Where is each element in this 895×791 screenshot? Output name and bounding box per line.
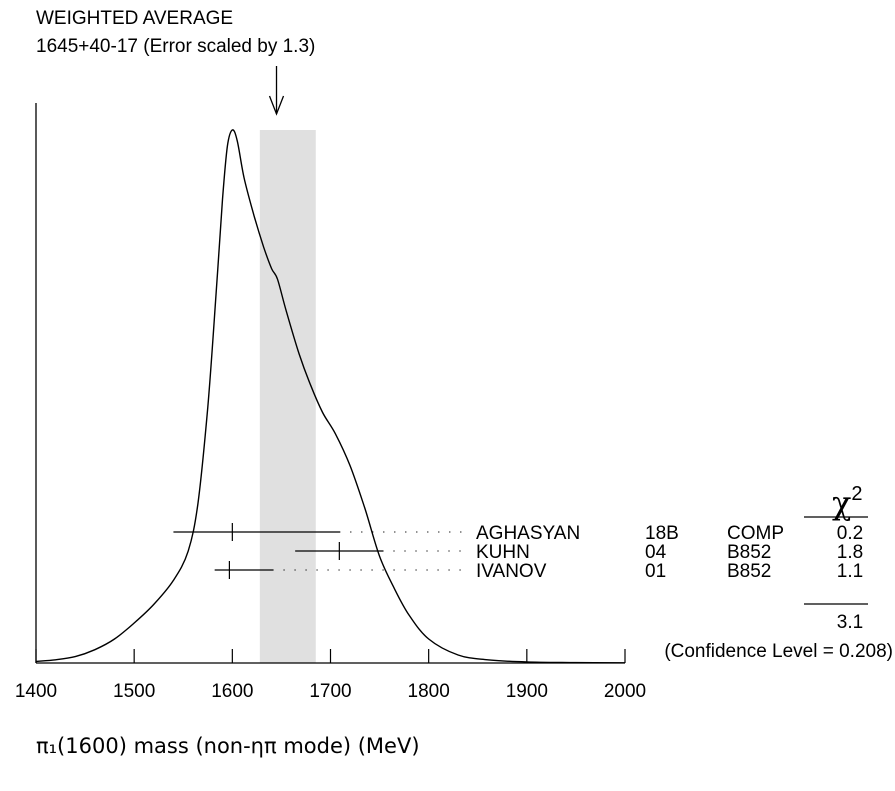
average-arrow	[268, 66, 285, 116]
ideogram-curve	[35, 129, 626, 664]
x-tick-label: 1600	[211, 681, 253, 702]
measurement-year: 18B	[645, 523, 679, 544]
x-tick-label: 1800	[408, 681, 450, 702]
measurement-name: IVANOV	[476, 561, 547, 582]
measurement-row: AGHASYAN 18B COMP 0.2	[173, 523, 863, 544]
header-average-value: 1645+40-17 (Error scaled by 1.3)	[36, 36, 315, 57]
chi2-total: 3.1	[837, 612, 863, 633]
measurement-chi2: 1.8	[837, 542, 863, 563]
measurement-row: KUHN 04 B852 1.8	[295, 542, 863, 563]
chi2-header: χ2	[832, 483, 863, 522]
x-axis-title: π₁(1600) mass (non-ηπ mode) (MeV)	[36, 734, 420, 758]
measurement-chi2: 0.2	[837, 523, 863, 544]
measurement-experiment: COMP	[727, 523, 784, 544]
weighted-average-band	[259, 130, 316, 663]
measurement-experiment: B852	[727, 561, 771, 582]
measurement-chi2: 1.1	[837, 561, 863, 582]
measurement-row: IVANOV 01 B852 1.1	[214, 561, 863, 582]
x-tick-label: 1700	[309, 681, 351, 702]
confidence-level: (Confidence Level = 0.208)	[664, 641, 893, 662]
x-tick-label: 1900	[506, 681, 548, 702]
measurement-name: AGHASYAN	[476, 523, 580, 544]
x-tick-label: 1500	[113, 681, 155, 702]
x-tick-label: 1400	[15, 681, 57, 702]
x-tick-label: 2000	[604, 681, 646, 702]
measurement-experiment: B852	[727, 542, 771, 563]
measurement-name: KUHN	[476, 542, 530, 563]
measurement-year: 01	[645, 561, 666, 582]
header-weighted-average: WEIGHTED AVERAGE	[36, 8, 233, 29]
x-axis-ticks: 1400 1500 1600 1700 1800 1900 2000	[15, 649, 646, 702]
measurements-group: AGHASYAN 18B COMP 0.2 KUHN 04 B852 1.8 IVANOV 01 B…	[173, 523, 863, 582]
measurement-year: 04	[645, 542, 667, 563]
